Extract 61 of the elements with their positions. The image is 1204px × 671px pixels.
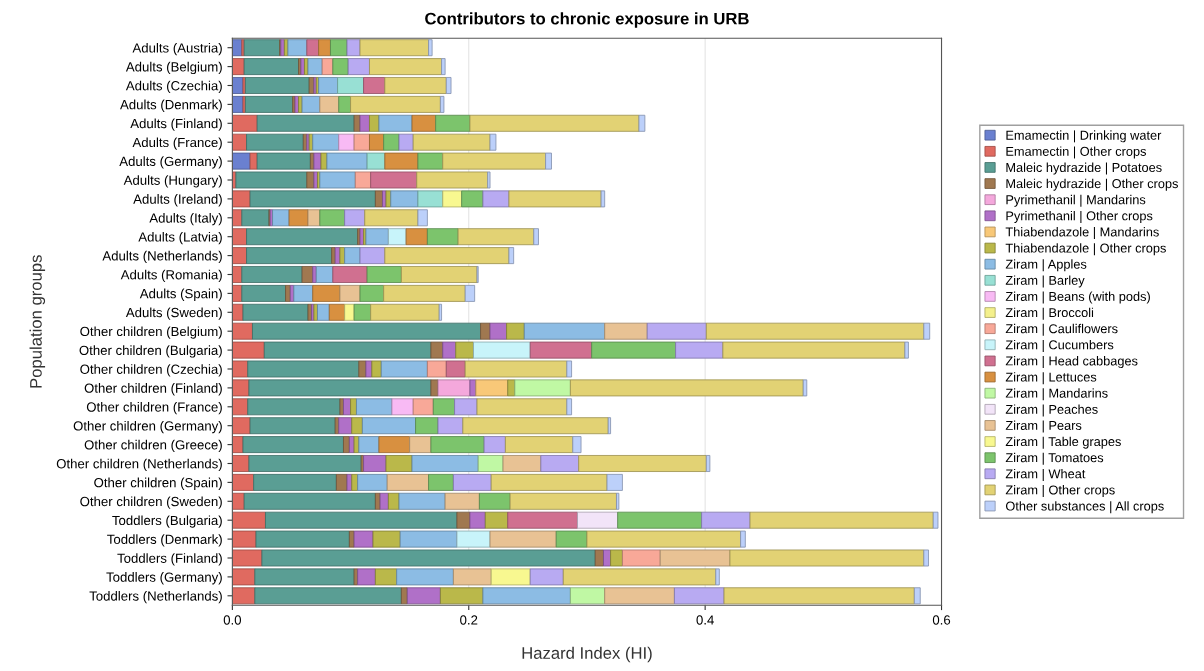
y-tick-label: Adults (Germany) [119, 156, 222, 169]
y-tick-label: Adults (Belgium) [125, 61, 222, 75]
y-tick-label: Other children (Czechia) [80, 364, 222, 377]
y-tick-label: Other children (Netherlands) [56, 458, 222, 472]
y-axis-title: Population groups [29, 255, 46, 388]
legend-label: Maleic hydrazide | Potatoes [1006, 162, 1162, 175]
y-tick-label: Toddlers (Denmark) [107, 534, 222, 547]
y-tick-label: Adults (France) [132, 137, 222, 150]
legend-label: Ziram | Barley [1005, 275, 1085, 288]
x-tick-label: 0.4 [696, 615, 714, 625]
legend-label: Emamectin | Other crops [1006, 146, 1146, 159]
y-tick-label: Toddlers (Bulgaria) [112, 515, 222, 528]
legend-label: Thiabendazole | Mandarins [1005, 227, 1159, 240]
y-tick-label: Adults (Sweden) [125, 307, 222, 320]
legend-label: Other substances | All crops [1005, 501, 1164, 514]
legend-label: Ziram | Beans (with pods) [1005, 291, 1150, 304]
y-tick-label: Adults (Austria) [132, 42, 222, 56]
legend-label: Ziram | Lettuces [1005, 372, 1097, 385]
y-tick-label: Other children (Germany) [73, 420, 222, 434]
x-tick-label: 0.2 [460, 615, 478, 625]
y-tick-label: Other children (Sweden) [80, 496, 222, 509]
legend-label: Ziram | Peaches [1005, 404, 1098, 417]
y-tick-label: Toddlers (Netherlands) [89, 591, 222, 604]
legend-label: Ziram | Other crops [1005, 485, 1115, 498]
y-tick-label: Adults (Hungary) [123, 175, 222, 188]
legend-label: Ziram | Cauliflowers [1005, 323, 1118, 336]
y-tick-label: Adults (Latvia) [138, 231, 222, 245]
y-tick-label: Other children (France) [86, 402, 222, 415]
legend-label: Ziram | Tomatoes [1005, 452, 1104, 465]
y-tick-label: Adults (Spain) [139, 288, 222, 301]
legend-label: Ziram | Mandarins [1005, 388, 1108, 401]
legend-label: Ziram | Wheat [1005, 468, 1086, 481]
y-tick-label: Other children (Belgium) [80, 326, 222, 339]
y-tick-label: Adults (Italy) [149, 213, 222, 226]
legend-label: Thiabendazole | Other crops [1005, 243, 1166, 256]
y-tick-label: Other children (Finland) [84, 383, 222, 396]
legend-label: Ziram | Apples [1005, 259, 1087, 272]
y-tick-label: Other children (Bulgaria) [79, 345, 222, 358]
y-tick-label: Adults (Netherlands) [102, 250, 222, 264]
legend-label: Pyrimethanil | Other crops [1006, 210, 1153, 223]
legend-label: Ziram | Head cabbages [1005, 356, 1138, 369]
x-tick-label: 0.0 [223, 615, 242, 625]
legend-label: Ziram | Cucumbers [1005, 339, 1114, 352]
y-tick-label: Adults (Ireland) [133, 194, 222, 207]
chart-title: Contributors to chronic exposure in URB [425, 12, 749, 28]
y-tick-label: Adults (Czechia) [125, 80, 222, 94]
legend-label: Ziram | Pears [1005, 420, 1082, 433]
x-axis-title: Hazard Index (HI) [522, 646, 652, 663]
y-tick-label: Adults (Finland) [130, 118, 222, 131]
y-tick-label: Other children (Greece) [84, 439, 222, 453]
legend-label: Emamectin | Drinking water [1006, 130, 1162, 143]
y-tick-label: Toddlers (Finland) [117, 553, 222, 566]
legend-label: Maleic hydrazide | Other crops [1006, 178, 1178, 191]
x-tick-label: 0.6 [932, 615, 951, 625]
legend-label: Ziram | Broccoli [1005, 307, 1094, 320]
legend-label: Ziram | Table grapes [1005, 436, 1121, 449]
y-tick-label: Adults (Romania) [120, 269, 222, 283]
y-tick-label: Toddlers (Germany) [106, 572, 222, 585]
y-tick-label: Other children (Spain) [94, 477, 222, 490]
y-tick-label: Adults (Denmark) [120, 99, 222, 112]
legend-label: Pyrimethanil | Mandarins [1006, 194, 1146, 207]
